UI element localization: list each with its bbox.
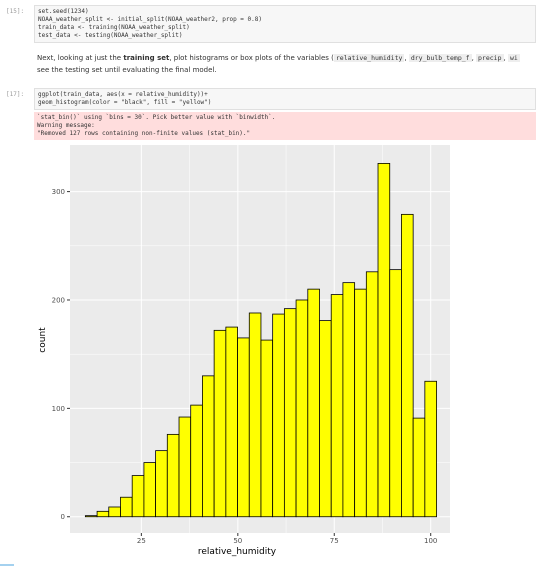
md-text: Next, looking at just the	[37, 54, 124, 62]
bar	[120, 496, 133, 518]
md-text: ,	[503, 54, 508, 62]
markdown: Next, looking at just the training set, …	[37, 52, 536, 76]
line: "Removed 127 rows containing non-finite …	[37, 130, 251, 137]
line: set.seed(1234)	[38, 8, 89, 15]
y-tick-label: 200	[52, 296, 65, 304]
stderr: `stat_bin()` using `bins = 30`. Pick bet…	[34, 112, 536, 140]
md-text: relative_humidity	[333, 54, 405, 62]
x-tick-label: 100	[424, 537, 437, 545]
bar	[260, 339, 274, 518]
bar	[424, 380, 437, 518]
bar	[354, 288, 367, 518]
bar	[178, 416, 192, 518]
line: train_data <- training(NOAA_weather_spli…	[38, 24, 190, 31]
bar	[213, 329, 227, 518]
bar	[330, 294, 344, 518]
bar	[84, 515, 98, 518]
line: geom_histogram(color = "black", fill = "…	[38, 99, 212, 106]
bar	[143, 462, 157, 518]
bar	[131, 475, 145, 518]
bar	[295, 299, 309, 518]
x-tick-label: 75	[330, 537, 339, 545]
md-text: ,	[471, 54, 477, 62]
md-text: precip	[476, 54, 504, 62]
x-tick-label: 25	[137, 537, 146, 545]
y-tick-label: 0	[61, 513, 65, 521]
md-text: , plot histograms or box plots of the va…	[169, 54, 334, 62]
bar	[389, 269, 402, 518]
bar	[283, 308, 297, 518]
bar	[237, 337, 250, 518]
y-axis-label: count	[38, 327, 48, 353]
prompt: [15]:	[6, 8, 25, 15]
md-text: see the testing set until evaluating the…	[37, 66, 217, 74]
bar	[307, 288, 320, 518]
bar	[377, 163, 391, 518]
bar	[248, 312, 262, 518]
bar	[108, 506, 121, 518]
line: NOAA_weather_split <- initial_split(NOAA…	[38, 16, 262, 23]
bar	[190, 404, 203, 518]
bar	[412, 417, 426, 518]
md-line: see the testing set until evaluating the…	[37, 64, 536, 76]
md-text: training set	[123, 54, 170, 62]
bar	[365, 271, 379, 518]
line: ggplot(train_data, aes(x = relative_humi…	[38, 91, 208, 98]
bar	[155, 450, 168, 518]
bar	[202, 375, 215, 518]
bar	[96, 510, 110, 518]
bar	[225, 326, 238, 518]
line: `stat_bin()` using `bins = 30`. Pick bet…	[37, 114, 276, 121]
md-text: ,	[404, 54, 409, 62]
bar	[319, 320, 332, 518]
line: test_data <- testing(NOAA_weather_split)	[38, 32, 183, 39]
md-text: dry_bulb_temp_f	[408, 54, 472, 62]
md-text: wi	[507, 54, 520, 62]
bar	[272, 313, 285, 518]
bar	[342, 282, 356, 518]
prompt: [17]:	[6, 91, 25, 98]
bar	[401, 213, 414, 518]
x-tick-label: 50	[233, 537, 242, 545]
y-tick-label: 100	[52, 405, 65, 413]
code-cell[interactable]: ggplot(train_data, aes(x = relative_humi…	[34, 88, 536, 110]
x-axis-label: relative_humidity	[198, 547, 277, 557]
y-tick-label: 300	[52, 188, 65, 196]
line: Warning message:	[37, 122, 95, 129]
code-cell[interactable]: set.seed(1234) NOAA_weather_split <- init…	[34, 5, 536, 43]
md-line: Next, looking at just the training set, …	[37, 52, 536, 64]
bar	[166, 433, 180, 518]
